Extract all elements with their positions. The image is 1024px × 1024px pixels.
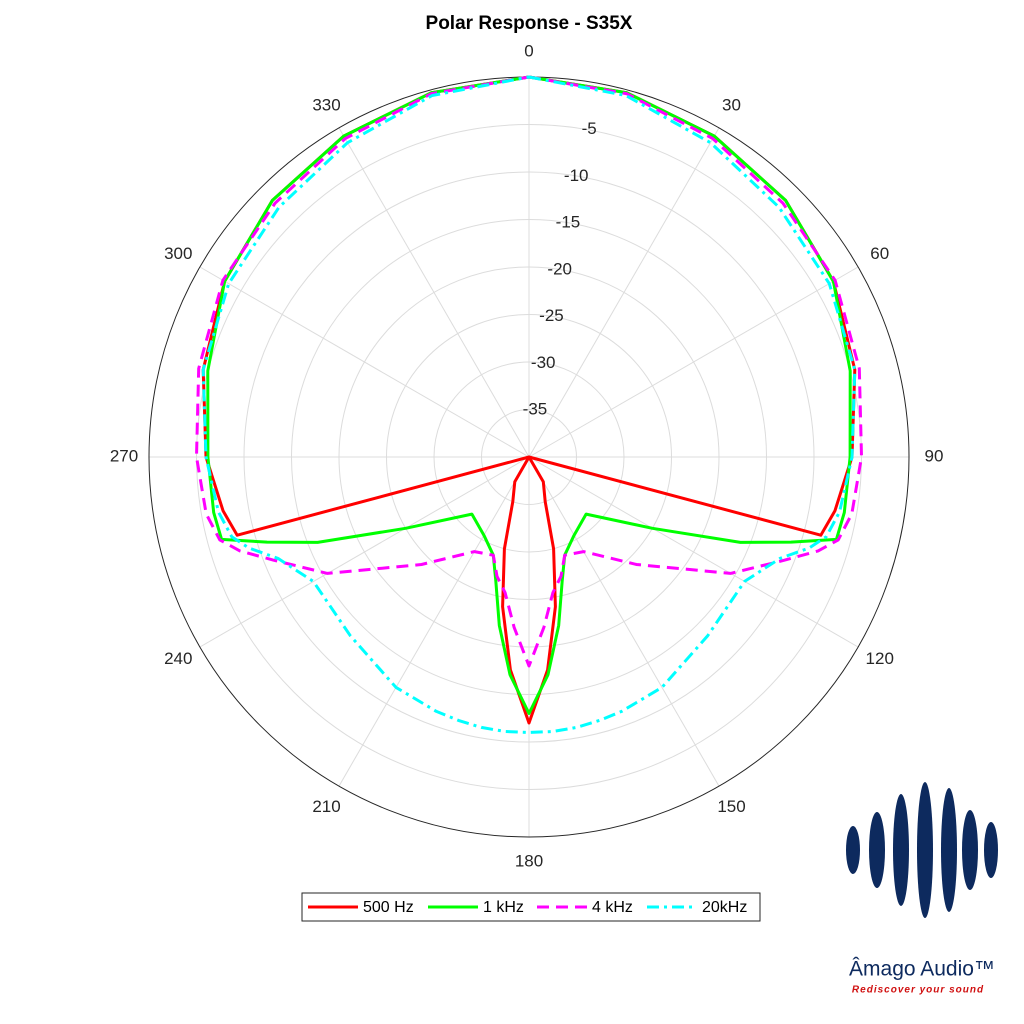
theta-tick-label: 210 [312,797,340,816]
theta-tick-label: 330 [312,96,340,115]
r-tick-label: -10 [564,166,589,185]
r-tick-label: -15 [556,213,581,232]
logo [846,782,998,918]
theta-tick-label: 300 [164,244,192,263]
logo-wave [962,810,978,890]
logo-wave [869,812,885,888]
theta-tick-label: 270 [110,446,138,465]
r-tick-label: -25 [539,306,564,325]
theta-tick-label: 90 [925,446,944,465]
logo-name: Âmago Audio™ [849,958,995,981]
series-line [195,75,863,668]
theta-tick-label: 150 [717,797,745,816]
theta-tick-label: 240 [164,649,192,668]
theta-tick-label: 0 [524,41,533,60]
theta-tick-label: 180 [515,851,543,870]
grid-spoke [528,456,720,787]
logo-wave [893,794,909,906]
theta-tick-label: 60 [870,244,889,263]
grid-spoke [199,266,530,458]
grid-spoke [338,127,530,458]
theta-tick-label: 30 [722,96,741,115]
series-line [206,75,852,715]
r-tick-label: -30 [531,353,556,372]
r-tick-label: -35 [523,400,548,419]
legend-label: 1 kHz [483,899,524,916]
r-tick-label: -5 [582,119,597,138]
legend-label: 4 kHz [592,899,633,916]
theta-tick-label: 120 [866,649,894,668]
legend: 500 Hz 1 kHz 4 kHz 20kHz [308,899,747,916]
grid-spoke [528,127,720,458]
grid-spoke [199,456,530,648]
logo-wave [941,788,957,912]
legend-label: 500 Hz [363,899,414,916]
logo-wave [917,782,933,918]
logo-wave [984,822,998,878]
chart-title: Polar Response - S35X [426,13,633,34]
logo-tagline: Rediscover your sound [852,985,984,996]
series-line [201,75,857,734]
grid-spoke [338,456,530,787]
grid-spoke [528,456,859,648]
r-tick-label: -20 [547,259,572,278]
logo-wave [846,826,860,874]
grid-spoke [528,266,859,458]
legend-label: 20kHz [702,899,747,916]
polar-plot: 0 30 60 90 120 150 180 210 240 270 300 330 -35 -30 -25… [110,41,944,870]
